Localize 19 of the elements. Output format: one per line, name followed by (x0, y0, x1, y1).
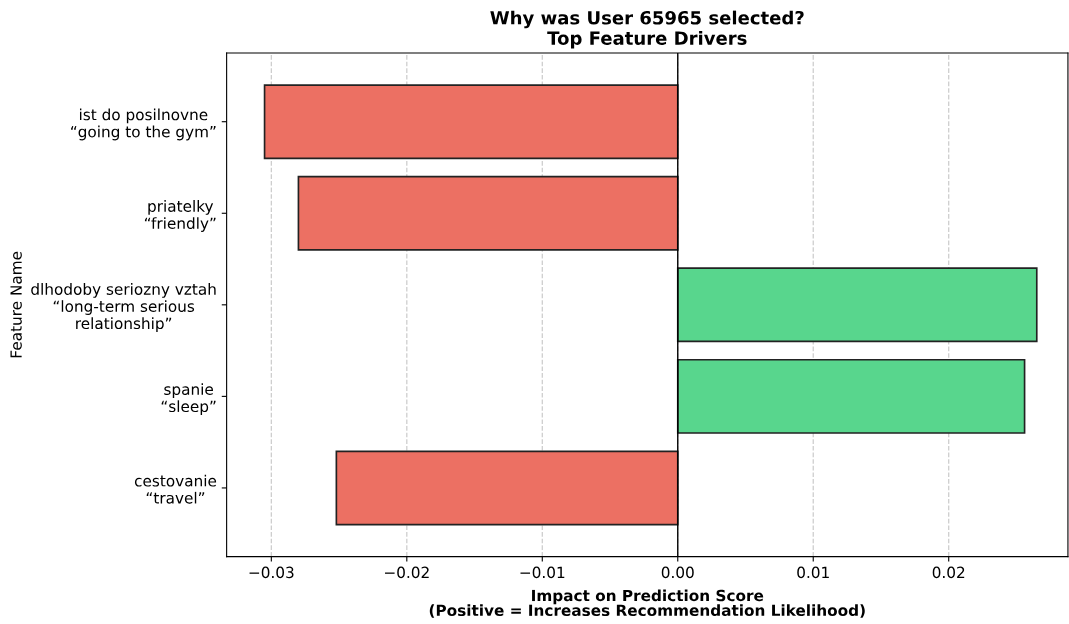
bar (335, 450, 679, 526)
bar (263, 84, 679, 160)
y-axis-title: Feature Name (10, 251, 22, 358)
x-tick-label: 0.00 (661, 566, 694, 579)
y-tick-label: cestovanie “travel” (134, 474, 217, 504)
bar (676, 267, 1038, 343)
y-tick-label: dlhodoby seriozny vztah “long-term serious relationship” (31, 283, 216, 333)
bar (297, 175, 679, 251)
x-tick-label: −0.01 (520, 566, 565, 579)
y-tick-label: priatelky “friendly” (144, 200, 216, 232)
y-tick-label: ist do posilnovne “going to the gym” (71, 108, 216, 141)
y-tick-label: spanie “sleep” (161, 383, 216, 416)
chart-title: Why was User 65965 selected? Top Feature Drivers (490, 10, 804, 49)
x-tick-label: 0.01 (797, 566, 829, 579)
x-tick-label: −0.02 (385, 566, 429, 579)
x-axis-title: Impact on Prediction Score (Positive = Increases Recommendation Likelihood) (429, 589, 865, 618)
x-tick-label: 0.02 (932, 566, 965, 579)
bar (676, 358, 1026, 434)
x-tick-label: −0.03 (249, 566, 294, 579)
